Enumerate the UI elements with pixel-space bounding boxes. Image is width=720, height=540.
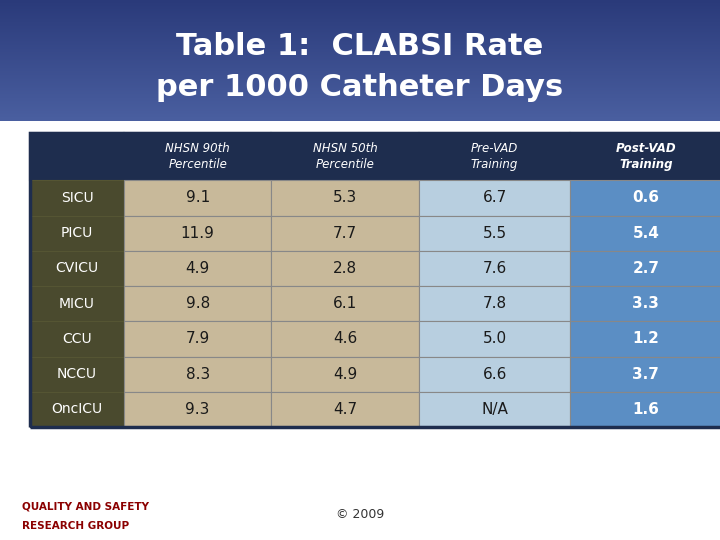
Bar [124,132,271,180]
Bar [124,356,271,392]
Text: CCU: CCU [62,332,92,346]
Text: NHSN 90th
Percentile: NHSN 90th Percentile [166,142,230,171]
Text: 6.1: 6.1 [333,296,357,311]
Text: RESEARCH GROUP: RESEARCH GROUP [22,521,129,531]
Bar [419,180,570,215]
Bar [271,251,419,286]
Text: 4.7: 4.7 [333,402,357,417]
Text: 7.6: 7.6 [482,261,507,276]
Bar [30,392,124,427]
Bar [271,132,419,180]
Text: N/A: N/A [481,402,508,417]
Text: 8.3: 8.3 [186,367,210,382]
Text: CVICU: CVICU [55,261,99,275]
Bar [570,215,720,251]
Text: 5.3: 5.3 [333,191,357,205]
Text: 4.9: 4.9 [333,367,357,382]
Bar [30,251,124,286]
Text: 9.8: 9.8 [186,296,210,311]
Text: PICU: PICU [61,226,93,240]
Bar [570,321,720,356]
Bar [30,215,124,251]
Bar [419,251,570,286]
Text: Pre-VAD
Training: Pre-VAD Training [471,142,518,171]
Text: © 2009: © 2009 [336,508,384,521]
Text: per 1000 Catheter Days: per 1000 Catheter Days [156,73,564,102]
Bar [570,180,720,215]
Text: 7.8: 7.8 [482,296,507,311]
Bar [419,215,570,251]
Bar [419,356,570,392]
Text: 7.9: 7.9 [186,332,210,346]
Bar [570,132,720,180]
Bar [30,321,124,356]
Text: 5.4: 5.4 [632,226,660,241]
Text: 4.6: 4.6 [333,332,357,346]
Bar [271,392,419,427]
Bar [419,321,570,356]
Bar [271,215,419,251]
Text: 9.1: 9.1 [186,191,210,205]
Bar [30,132,124,180]
Text: Table 1:  CLABSI Rate: Table 1: CLABSI Rate [176,32,544,60]
Bar [570,356,720,392]
Bar [30,132,720,427]
Text: 0.6: 0.6 [632,191,660,205]
Text: 9.3: 9.3 [186,402,210,417]
Text: 1.6: 1.6 [632,402,660,417]
Text: SICU: SICU [60,191,94,205]
Bar [419,132,570,180]
Bar [419,286,570,321]
Bar [271,356,419,392]
Text: 2.8: 2.8 [333,261,357,276]
Text: QUALITY AND SAFETY: QUALITY AND SAFETY [22,502,148,512]
Bar [271,180,419,215]
Bar [570,392,720,427]
Text: 3.3: 3.3 [632,296,660,311]
Bar [124,215,271,251]
Text: 7.7: 7.7 [333,226,357,241]
Text: 2.7: 2.7 [632,261,660,276]
Text: 6.6: 6.6 [482,367,507,382]
Text: 11.9: 11.9 [181,226,215,241]
Bar [124,180,271,215]
Bar [570,286,720,321]
Text: OncICU: OncICU [51,402,103,416]
Bar [30,180,124,215]
Bar [271,286,419,321]
Text: 6.7: 6.7 [482,191,507,205]
Bar [570,251,720,286]
Bar [30,286,124,321]
Text: NCCU: NCCU [57,367,97,381]
Bar [419,392,570,427]
Bar [124,251,271,286]
Bar [124,286,271,321]
Text: 3.7: 3.7 [632,367,660,382]
Text: 5.5: 5.5 [482,226,507,241]
Bar [124,392,271,427]
Bar [30,356,124,392]
Bar [124,321,271,356]
Text: 1.2: 1.2 [632,332,660,346]
Text: MICU: MICU [59,296,95,310]
Text: 4.9: 4.9 [186,261,210,276]
Text: 5.0: 5.0 [482,332,507,346]
Text: Post-VAD
Training: Post-VAD Training [616,142,676,171]
Text: NHSN 50th
Percentile: NHSN 50th Percentile [313,142,377,171]
Bar [271,321,419,356]
